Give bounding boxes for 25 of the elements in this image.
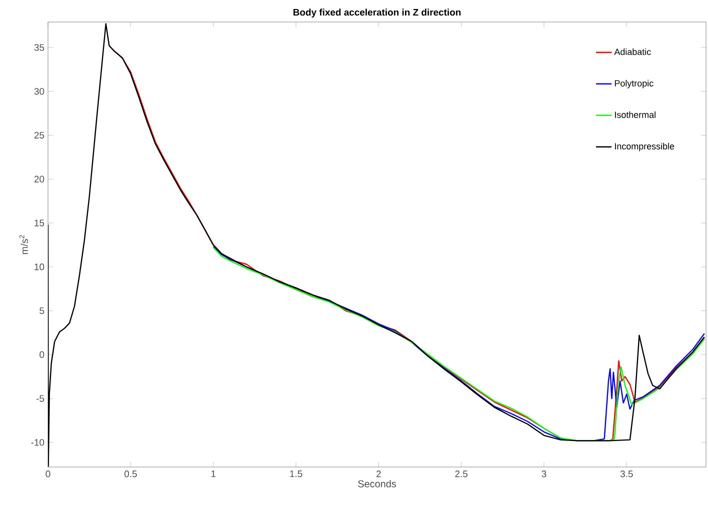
- legend-label: Incompressible: [615, 142, 674, 152]
- legend-label: Adiabatic: [614, 48, 651, 56]
- x-tick-label: 3.5: [620, 470, 633, 478]
- y-tick-label: 5: [40, 307, 44, 314]
- legend-label: Isothermal: [615, 111, 656, 118]
- x-tick-label: 3: [542, 470, 546, 478]
- y-tick-label: 20: [34, 176, 44, 182]
- chart-title: Body fixed acceleration in Z direction: [293, 8, 461, 18]
- x-tick-label: 2: [376, 470, 381, 478]
- x-tick-label: 0.5: [124, 470, 137, 478]
- y-tick-label: 10: [34, 264, 44, 270]
- legend-label: Polytropic: [614, 80, 654, 88]
- y-tick-label: 35: [34, 44, 44, 51]
- x-tick-label: 1.5: [290, 470, 302, 478]
- y-tick-label: 15: [34, 220, 44, 226]
- y-tick-label: 25: [34, 132, 44, 139]
- x-tick-label: 0: [46, 470, 50, 478]
- y-tick-label: -10: [31, 439, 44, 446]
- x-tick-label: 2.5: [455, 470, 468, 478]
- x-axis-title: Seconds: [358, 480, 396, 488]
- y-tick-label: -5: [36, 395, 44, 402]
- x-tick-label: 1: [211, 470, 216, 478]
- y-axis-title: m/s$^{2}$: [19, 235, 28, 254]
- y-tick-label: 0: [40, 351, 44, 358]
- y-tick-label: 30: [34, 88, 44, 95]
